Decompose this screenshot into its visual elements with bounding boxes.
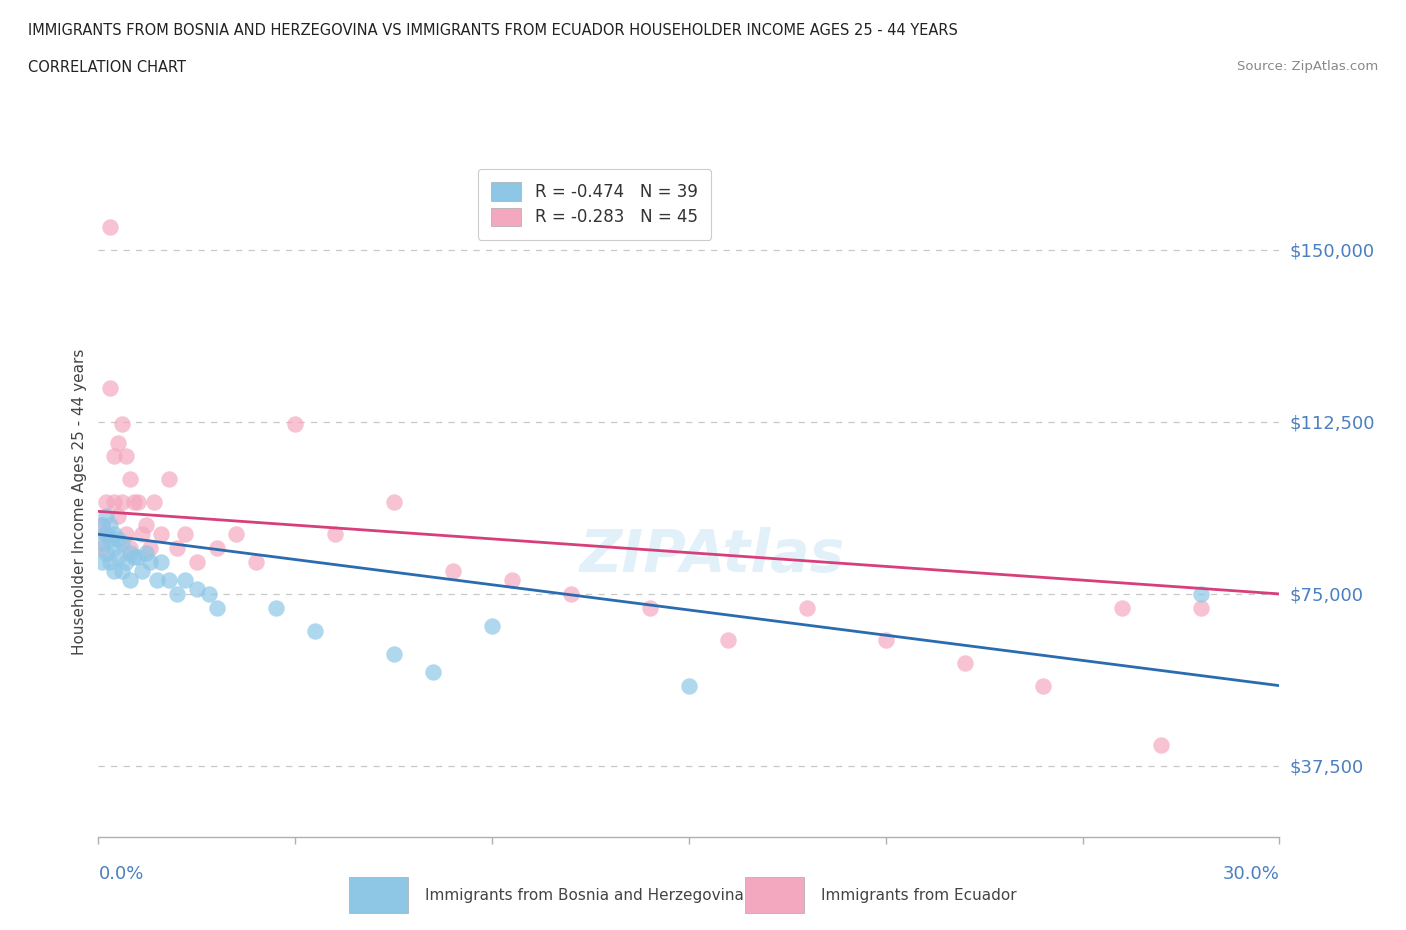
Point <box>166 540 188 555</box>
Point <box>115 554 138 569</box>
Point <box>103 527 125 542</box>
Point <box>91 518 114 533</box>
Text: 30.0%: 30.0% <box>1223 865 1279 883</box>
Point <box>131 527 153 542</box>
Point <box>142 495 165 510</box>
Point <box>98 380 121 395</box>
Point <box>150 554 173 569</box>
Point <box>441 564 464 578</box>
Point <box>96 545 118 560</box>
Point <box>166 587 188 602</box>
Point <box>118 472 141 486</box>
Text: 0.0%: 0.0% <box>98 865 143 883</box>
Point <box>186 554 208 569</box>
Point <box>174 573 197 588</box>
Point <box>103 495 125 510</box>
Point <box>115 449 138 464</box>
Point <box>146 573 169 588</box>
Point <box>91 536 114 551</box>
Text: CORRELATION CHART: CORRELATION CHART <box>28 60 186 75</box>
Point <box>796 600 818 615</box>
Point <box>264 600 287 615</box>
Point <box>115 527 138 542</box>
Point <box>323 527 346 542</box>
Point <box>107 435 129 450</box>
Point <box>103 540 125 555</box>
Point <box>98 554 121 569</box>
Point <box>91 518 114 533</box>
Point <box>1150 737 1173 752</box>
Point <box>127 550 149 565</box>
Point <box>135 545 157 560</box>
Point <box>138 540 160 555</box>
Point <box>98 219 121 234</box>
Point <box>138 554 160 569</box>
Point <box>157 472 180 486</box>
Point <box>91 554 114 569</box>
Point <box>96 527 118 542</box>
FancyBboxPatch shape <box>349 877 408 913</box>
Point <box>382 495 405 510</box>
Point <box>111 536 134 551</box>
Point <box>150 527 173 542</box>
Text: Immigrants from Ecuador: Immigrants from Ecuador <box>821 887 1017 903</box>
Point <box>678 678 700 693</box>
Text: IMMIGRANTS FROM BOSNIA AND HERZEGOVINA VS IMMIGRANTS FROM ECUADOR HOUSEHOLDER IN: IMMIGRANTS FROM BOSNIA AND HERZEGOVINA V… <box>28 23 957 38</box>
Point <box>96 509 118 524</box>
Legend: R = -0.474   N = 39, R = -0.283   N = 45: R = -0.474 N = 39, R = -0.283 N = 45 <box>478 169 711 240</box>
Point <box>157 573 180 588</box>
Point <box>118 540 141 555</box>
Point <box>560 587 582 602</box>
Point <box>717 632 740 647</box>
Point <box>103 564 125 578</box>
Text: ZIPAtlas: ZIPAtlas <box>579 527 845 584</box>
Point <box>875 632 897 647</box>
Text: Immigrants from Bosnia and Herzegovina: Immigrants from Bosnia and Herzegovina <box>425 887 744 903</box>
Point <box>107 550 129 565</box>
Point <box>118 573 141 588</box>
Point <box>127 495 149 510</box>
Point <box>122 495 145 510</box>
Point <box>96 527 118 542</box>
Point <box>284 417 307 432</box>
Y-axis label: Householder Income Ages 25 - 44 years: Householder Income Ages 25 - 44 years <box>72 349 87 656</box>
Point <box>98 518 121 533</box>
Point <box>107 509 129 524</box>
Point <box>225 527 247 542</box>
Point <box>111 495 134 510</box>
Point <box>131 564 153 578</box>
Point <box>205 540 228 555</box>
Point <box>103 449 125 464</box>
Point <box>186 582 208 597</box>
Point <box>197 587 219 602</box>
Point <box>205 600 228 615</box>
Point <box>107 531 129 546</box>
Point <box>111 417 134 432</box>
Point <box>953 656 976 671</box>
Point <box>118 545 141 560</box>
Point <box>501 573 523 588</box>
Text: Source: ZipAtlas.com: Source: ZipAtlas.com <box>1237 60 1378 73</box>
Point <box>1189 587 1212 602</box>
Point <box>135 518 157 533</box>
Point <box>1032 678 1054 693</box>
Point <box>96 495 118 510</box>
Point <box>245 554 267 569</box>
Point <box>422 664 444 679</box>
Point <box>1189 600 1212 615</box>
Point <box>382 646 405 661</box>
Point <box>304 623 326 638</box>
Point <box>122 550 145 565</box>
Point <box>111 564 134 578</box>
Point <box>91 540 114 555</box>
FancyBboxPatch shape <box>745 877 804 913</box>
Point <box>174 527 197 542</box>
Point <box>1111 600 1133 615</box>
Point <box>481 618 503 633</box>
Point <box>98 531 121 546</box>
Point <box>638 600 661 615</box>
